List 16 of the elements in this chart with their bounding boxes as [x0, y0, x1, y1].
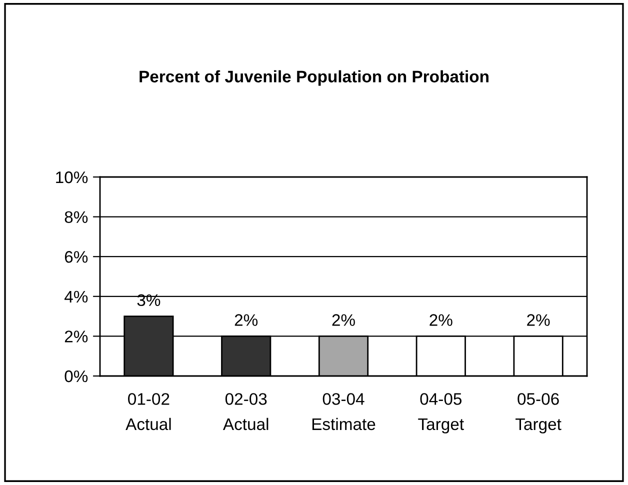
data-label: 2% [527, 314, 550, 326]
y-tick-label: 4% [64, 290, 88, 303]
x-tick-label: 05-06 Target [516, 393, 562, 434]
chart-title: Percent of Juvenile Population on Probation [140, 70, 488, 86]
x-tick-label: 02-03 Actual [222, 393, 268, 430]
y-tick-label: 8% [64, 211, 88, 224]
y-tick-label: 10% [56, 171, 88, 184]
y-tick-label: 6% [64, 251, 88, 263]
x-tick-label: 01-02 Actual [126, 393, 171, 430]
y-tick-label: 2% [64, 330, 88, 342]
data-label: 2% [430, 314, 452, 326]
x-tick-label: 04-05 Target [418, 393, 464, 434]
y-tick-label: 0% [64, 370, 88, 382]
x-tick-label: 03-04 Estimate [312, 393, 376, 430]
data-label: 2% [332, 314, 355, 326]
data-label: 2% [234, 314, 258, 326]
